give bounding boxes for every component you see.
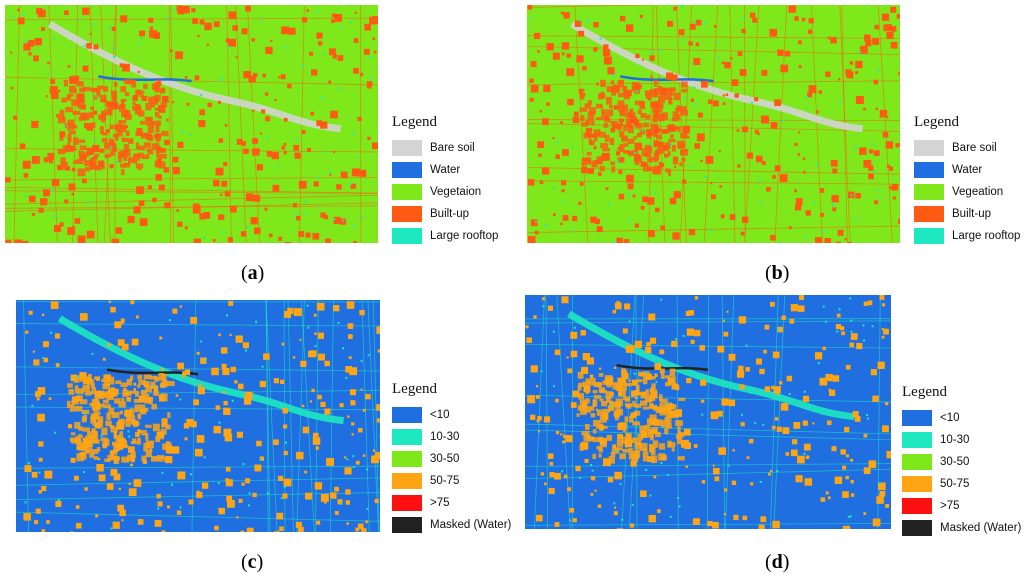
legend-item: Built-up [392, 203, 498, 225]
legend-item: Water [914, 159, 1020, 181]
caption-a: (a) [241, 262, 265, 284]
legend-b: Legend Bare soil Water Vegeation Built-u… [914, 114, 1020, 247]
legend-label: 10-30 [430, 431, 460, 443]
legend-item: Masked (Water) [902, 517, 1021, 539]
legend-item: 50-75 [902, 473, 1021, 495]
legend-swatch [392, 184, 422, 200]
legend-label: <10 [940, 412, 960, 424]
legend-label: 50-75 [430, 475, 460, 487]
legend-item: 30-50 [902, 451, 1021, 473]
legend-item: Masked (Water) [392, 514, 511, 536]
legend-label: Bare soil [430, 142, 475, 154]
legend-item: 30-50 [392, 448, 511, 470]
legend-label: Masked (Water) [430, 519, 512, 531]
legend-item: >75 [902, 495, 1021, 517]
legend-title: Legend [902, 384, 947, 400]
legend-item: 10-30 [392, 426, 511, 448]
legend-item: Bare soil [392, 137, 498, 159]
legend-swatch [392, 407, 422, 423]
legend-swatch [914, 206, 944, 222]
legend-swatch [392, 206, 422, 222]
legend-item: Bare soil [914, 137, 1020, 159]
legend-swatch [914, 162, 944, 178]
legend-a: Legend Bare soil Water Vegetaion Built-u… [392, 114, 498, 247]
legend-swatch [914, 140, 944, 156]
legend-label: Water [430, 164, 461, 176]
caption-c: (c) [241, 551, 264, 573]
land-cover-map-b [527, 5, 900, 243]
legend-item: 10-30 [902, 429, 1021, 451]
legend-swatch [392, 517, 422, 533]
legend-label: Water [952, 164, 983, 176]
map-c [16, 300, 380, 532]
legend-item: Large rooftop [392, 225, 498, 247]
legend-item: Built-up [914, 203, 1020, 225]
legend-label: Large rooftop [952, 230, 1021, 242]
legend-label: 30-50 [430, 453, 460, 465]
legend-swatch [914, 228, 944, 244]
caption-b: (b) [765, 262, 790, 284]
legend-c: Legend <10 10-30 30-50 50-75 >75 Masked … [392, 381, 511, 536]
map-d [525, 295, 891, 529]
legend-swatch [392, 162, 422, 178]
percentage-map-d [525, 295, 891, 529]
legend-d: Legend <10 10-30 30-50 50-75 >75 Masked … [902, 384, 1021, 539]
legend-label: <10 [430, 409, 450, 421]
legend-item: Large rooftop [914, 225, 1020, 247]
legend-item: 50-75 [392, 470, 511, 492]
legend-swatch [392, 228, 422, 244]
legend-swatch [902, 432, 932, 448]
legend-label: 10-30 [940, 434, 970, 446]
legend-swatch [392, 429, 422, 445]
map-b [527, 5, 900, 243]
legend-label: Built-up [952, 208, 991, 220]
legend-swatch [902, 520, 932, 536]
legend-swatch [902, 498, 932, 514]
legend-swatch [392, 140, 422, 156]
legend-item: Water [392, 159, 498, 181]
legend-label: 50-75 [940, 478, 970, 490]
legend-title: Legend [392, 114, 437, 130]
legend-label: Bare soil [952, 142, 997, 154]
legend-swatch [902, 454, 932, 470]
legend-label: Vegeation [952, 186, 1004, 198]
legend-label: Masked (Water) [940, 522, 1022, 534]
legend-label: Large rooftop [430, 230, 499, 242]
land-cover-map-a [5, 5, 378, 243]
legend-label: 30-50 [940, 456, 970, 468]
legend-item: Vegeation [914, 181, 1020, 203]
legend-item: >75 [392, 492, 511, 514]
legend-label: >75 [940, 500, 960, 512]
legend-item: <10 [902, 407, 1021, 429]
legend-swatch [902, 410, 932, 426]
legend-title: Legend [392, 381, 437, 397]
legend-item: Vegetaion [392, 181, 498, 203]
legend-swatch [914, 184, 944, 200]
legend-label: >75 [430, 497, 450, 509]
caption-d: (d) [765, 551, 790, 573]
legend-title: Legend [914, 114, 959, 130]
legend-swatch [902, 476, 932, 492]
legend-swatch [392, 495, 422, 511]
legend-item: <10 [392, 404, 511, 426]
percentage-map-c [16, 300, 380, 532]
legend-swatch [392, 451, 422, 467]
legend-label: Vegetaion [430, 186, 482, 198]
legend-label: Built-up [430, 208, 469, 220]
map-a [5, 5, 378, 243]
legend-swatch [392, 473, 422, 489]
